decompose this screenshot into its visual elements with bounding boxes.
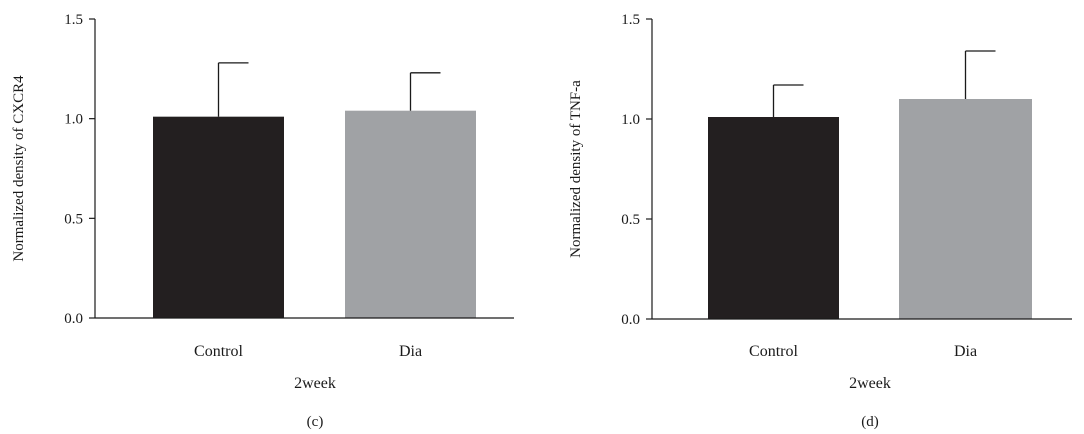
panel-label: (d): [861, 414, 879, 430]
x-axis-label: 2week: [849, 375, 891, 392]
bar-dia: [899, 99, 1032, 319]
y-tick-label-2: 1.0: [64, 112, 83, 128]
category-label-1: Dia: [954, 343, 977, 360]
x-axis-label: 2week: [294, 375, 336, 392]
y-tick-label-1: 0.5: [64, 211, 83, 227]
chart-panel-1: Control Dia 0.0 0.5 1.0 1.5 2week Normalized de…: [568, 12, 1072, 430]
chart-panel-0: Control Dia 0.0 0.5 1.0 1.5 2week Normalized de…: [11, 12, 514, 430]
y-tick-label-0: 0.0: [621, 312, 640, 328]
y-tick-label-0: 0.0: [64, 311, 83, 327]
y-tick-label-3: 1.5: [64, 12, 83, 28]
y-tick-label-2: 1.0: [621, 112, 640, 128]
category-label-0: Control: [749, 343, 798, 360]
category-label-1: Dia: [399, 343, 422, 360]
category-label-0: Control: [194, 343, 243, 360]
y-tick-label-1: 0.5: [621, 212, 640, 228]
y-axis-label: Normalized density of TNF-a: [568, 80, 584, 258]
y-tick-label-3: 1.5: [621, 12, 640, 28]
bar-dia: [345, 110, 476, 319]
panel-label: (c): [307, 414, 324, 430]
y-axis-label: Normalized density of CXCR4: [11, 75, 27, 262]
bar-control: [708, 117, 839, 319]
bar-control: [153, 116, 284, 318]
